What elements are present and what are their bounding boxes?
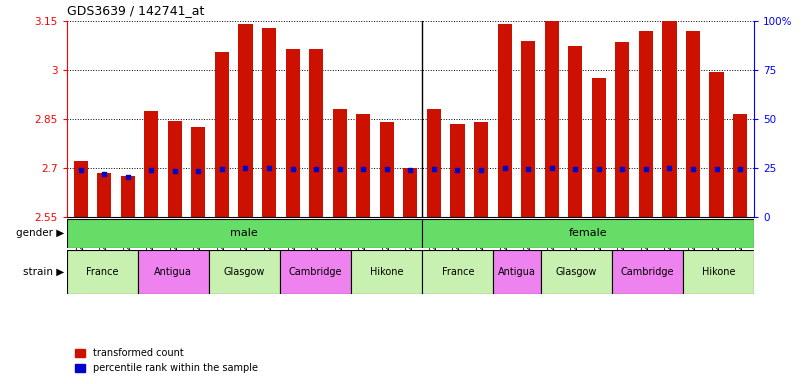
Bar	[733, 114, 747, 217]
Bar	[262, 28, 276, 217]
Point	[145, 167, 158, 173]
Point	[310, 166, 323, 172]
Bar	[74, 161, 88, 217]
Bar	[612, 250, 683, 294]
Bar	[545, 21, 559, 217]
Point	[357, 166, 370, 172]
Bar	[356, 114, 371, 217]
Point	[710, 166, 723, 172]
Text: Cambridge: Cambridge	[620, 266, 674, 277]
Bar	[710, 72, 723, 217]
Bar	[521, 41, 535, 217]
Bar	[541, 250, 612, 294]
Point	[474, 167, 487, 173]
Text: Hikone: Hikone	[702, 266, 736, 277]
Point	[521, 166, 534, 172]
Point	[169, 168, 182, 174]
Point	[122, 174, 135, 180]
Point	[286, 166, 299, 172]
Bar	[474, 122, 488, 217]
Point	[239, 165, 252, 171]
Point	[639, 166, 652, 172]
Text: strain ▶: strain ▶	[23, 266, 64, 277]
Bar	[427, 109, 441, 217]
Text: Cambridge: Cambridge	[289, 266, 342, 277]
Bar	[285, 49, 300, 217]
Point	[74, 167, 87, 173]
Bar	[238, 24, 252, 217]
Text: France: France	[441, 266, 474, 277]
Bar	[333, 109, 347, 217]
Bar	[215, 52, 229, 217]
Point	[545, 165, 558, 171]
Text: male: male	[230, 228, 258, 238]
Point	[427, 166, 440, 172]
Point	[498, 165, 511, 171]
Bar	[450, 124, 465, 217]
Legend: transformed count, percentile rank within the sample: transformed count, percentile rank withi…	[71, 344, 262, 377]
Text: Antigua: Antigua	[498, 266, 536, 277]
Point	[97, 170, 110, 177]
Text: gender ▶: gender ▶	[16, 228, 64, 238]
Point	[663, 165, 676, 171]
Point	[404, 167, 417, 173]
Point	[686, 166, 699, 172]
Bar	[97, 173, 111, 217]
Point	[616, 166, 629, 172]
Bar	[280, 250, 351, 294]
Bar	[208, 250, 280, 294]
Bar	[616, 42, 629, 217]
Bar	[686, 31, 700, 217]
Bar	[144, 111, 158, 217]
Point	[380, 166, 393, 172]
Bar	[663, 21, 676, 217]
Bar	[138, 250, 208, 294]
Text: female: female	[569, 228, 607, 238]
Bar	[191, 127, 205, 217]
Bar	[121, 176, 135, 217]
Bar	[309, 49, 324, 217]
Bar	[592, 78, 606, 217]
Point	[263, 165, 276, 171]
Bar	[497, 24, 512, 217]
Bar	[639, 31, 653, 217]
Bar	[493, 250, 541, 294]
Bar	[168, 121, 182, 217]
Bar	[67, 250, 138, 294]
Point	[216, 166, 229, 172]
Bar	[683, 250, 754, 294]
Text: Glasgow: Glasgow	[556, 266, 597, 277]
Point	[592, 166, 605, 172]
Bar	[569, 46, 582, 217]
Text: GDS3639 / 142741_at: GDS3639 / 142741_at	[67, 4, 204, 17]
Point	[333, 166, 346, 172]
Bar	[403, 168, 418, 217]
Bar	[423, 250, 493, 294]
Point	[734, 166, 747, 172]
Bar	[351, 250, 423, 294]
Point	[569, 166, 581, 172]
Bar	[67, 219, 423, 248]
Text: Hikone: Hikone	[370, 266, 403, 277]
Bar	[380, 122, 394, 217]
Point	[192, 167, 205, 174]
Text: France: France	[86, 266, 118, 277]
Point	[451, 167, 464, 173]
Text: Antigua: Antigua	[154, 266, 192, 277]
Text: Glasgow: Glasgow	[224, 266, 265, 277]
Bar	[423, 219, 754, 248]
